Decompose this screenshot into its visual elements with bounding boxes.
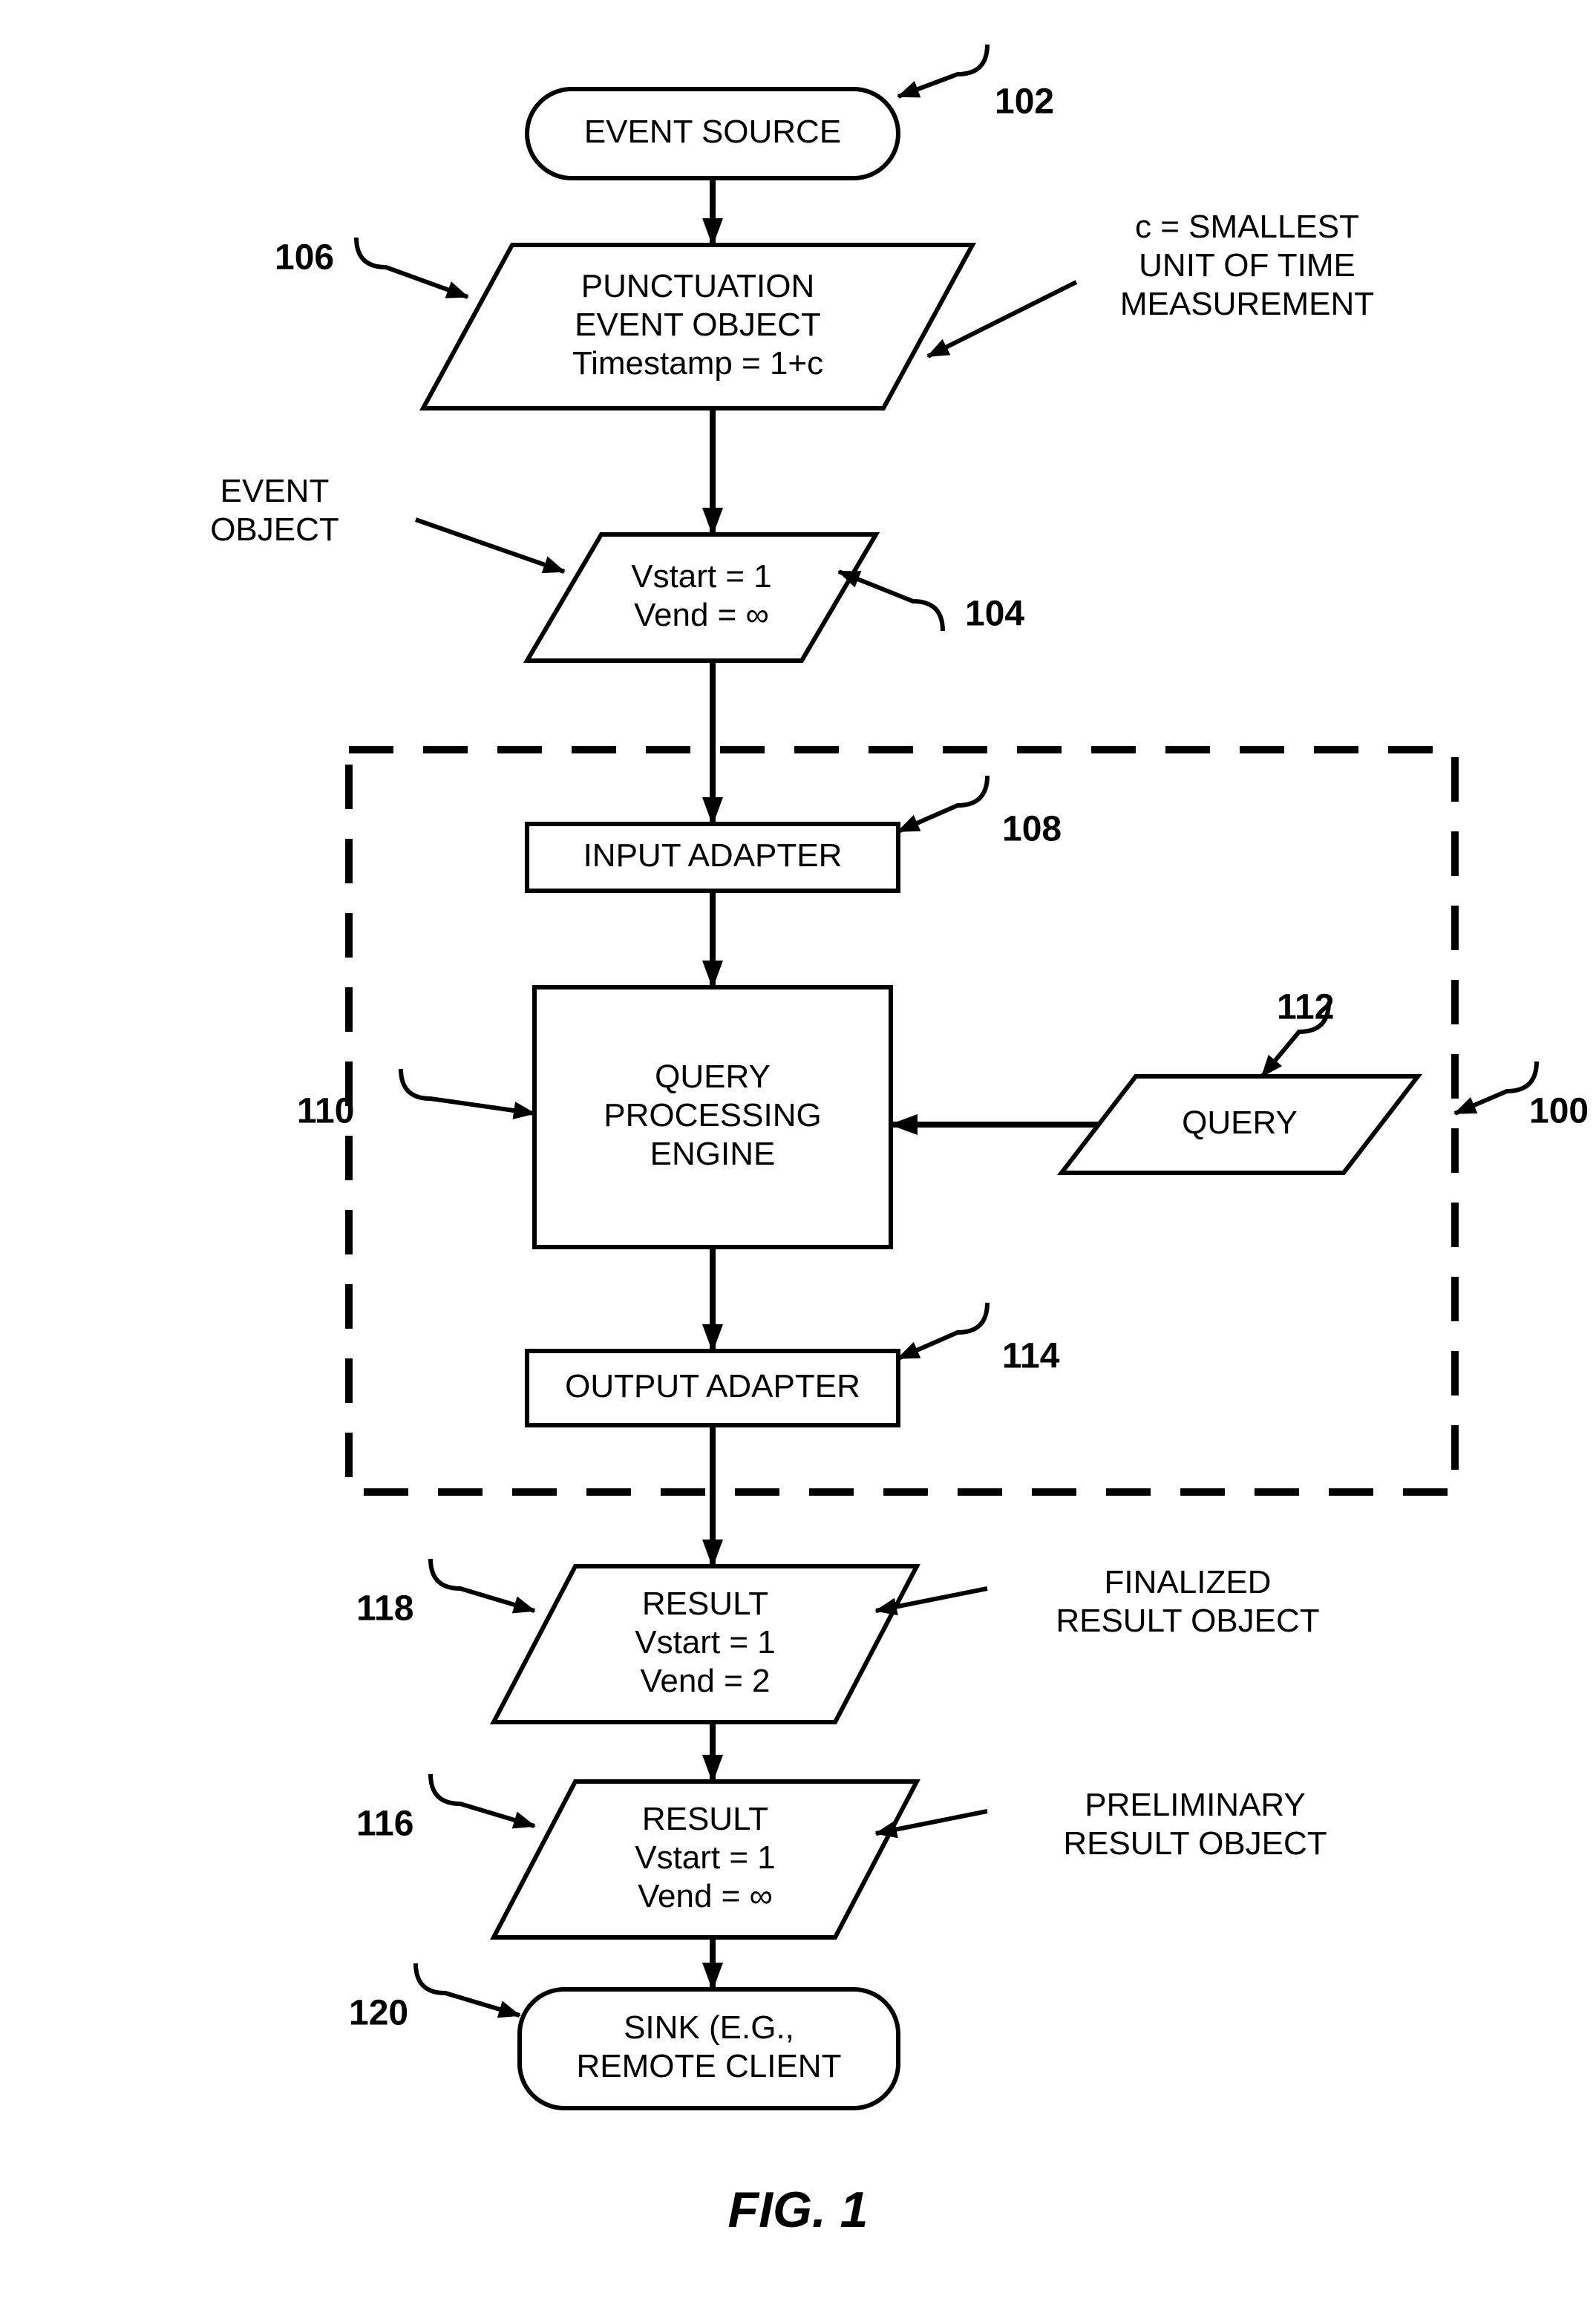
svg-text:EVENT SOURCE: EVENT SOURCE: [584, 114, 841, 150]
svg-text:INPUT ADAPTER: INPUT ADAPTER: [583, 837, 843, 874]
figure-title: FIG. 1: [728, 2182, 869, 2238]
svg-text:RESULTVstart = 1Vend = 2: RESULTVstart = 1Vend = 2: [635, 1586, 776, 1699]
diagram-canvas: EVENT SOURCE PUNCTUATIONEVENT OBJECTTimes…: [0, 0, 1596, 2313]
callout: 104: [839, 572, 1024, 634]
refnum: 100: [1529, 1092, 1589, 1131]
refnum: 118: [356, 1589, 413, 1629]
svg-text:PRELIMINARYRESULT OBJECT: PRELIMINARYRESULT OBJECT: [1063, 1787, 1327, 1862]
refnum: 120: [349, 1994, 408, 2033]
svg-text:c = SMALLESTUNIT OF TIMEMEASUR: c = SMALLESTUNIT OF TIMEMEASUREMENT: [1120, 209, 1374, 322]
callout: 100: [1455, 1061, 1589, 1131]
callout: 114: [898, 1303, 1060, 1376]
callout: 116: [356, 1774, 534, 1844]
svg-text:EVENTOBJECT: EVENTOBJECT: [210, 473, 339, 548]
svg-text:FINALIZEDRESULT OBJECT: FINALIZEDRESULT OBJECT: [1056, 1564, 1319, 1639]
callout: 112: [1262, 988, 1334, 1076]
refnum: 106: [275, 238, 334, 278]
svg-text:OUTPUT ADAPTER: OUTPUT ADAPTER: [565, 1368, 860, 1404]
svg-text:PUNCTUATIONEVENT OBJECTTimesta: PUNCTUATIONEVENT OBJECTTimestamp = 1+c: [572, 268, 823, 382]
callout: 102: [898, 45, 1054, 122]
svg-text:QUERY: QUERY: [1182, 1105, 1298, 1141]
refnum: 110: [297, 1092, 354, 1131]
refnum: 102: [995, 82, 1054, 122]
refnum: 114: [1002, 1337, 1060, 1376]
refnum: 112: [1277, 988, 1334, 1027]
callout: 110: [297, 1069, 534, 1131]
refnum: 104: [965, 595, 1024, 634]
refnum: 108: [1002, 810, 1062, 849]
callout: [928, 282, 1076, 356]
svg-text:RESULTVstart = 1Vend = ∞: RESULTVstart = 1Vend = ∞: [635, 1801, 776, 1914]
callout: 106: [275, 238, 468, 297]
callout: 118: [356, 1559, 534, 1629]
refnum: 116: [356, 1805, 413, 1844]
callout: 108: [898, 776, 1062, 849]
callout: [416, 520, 564, 572]
callout: 120: [349, 1963, 520, 2033]
